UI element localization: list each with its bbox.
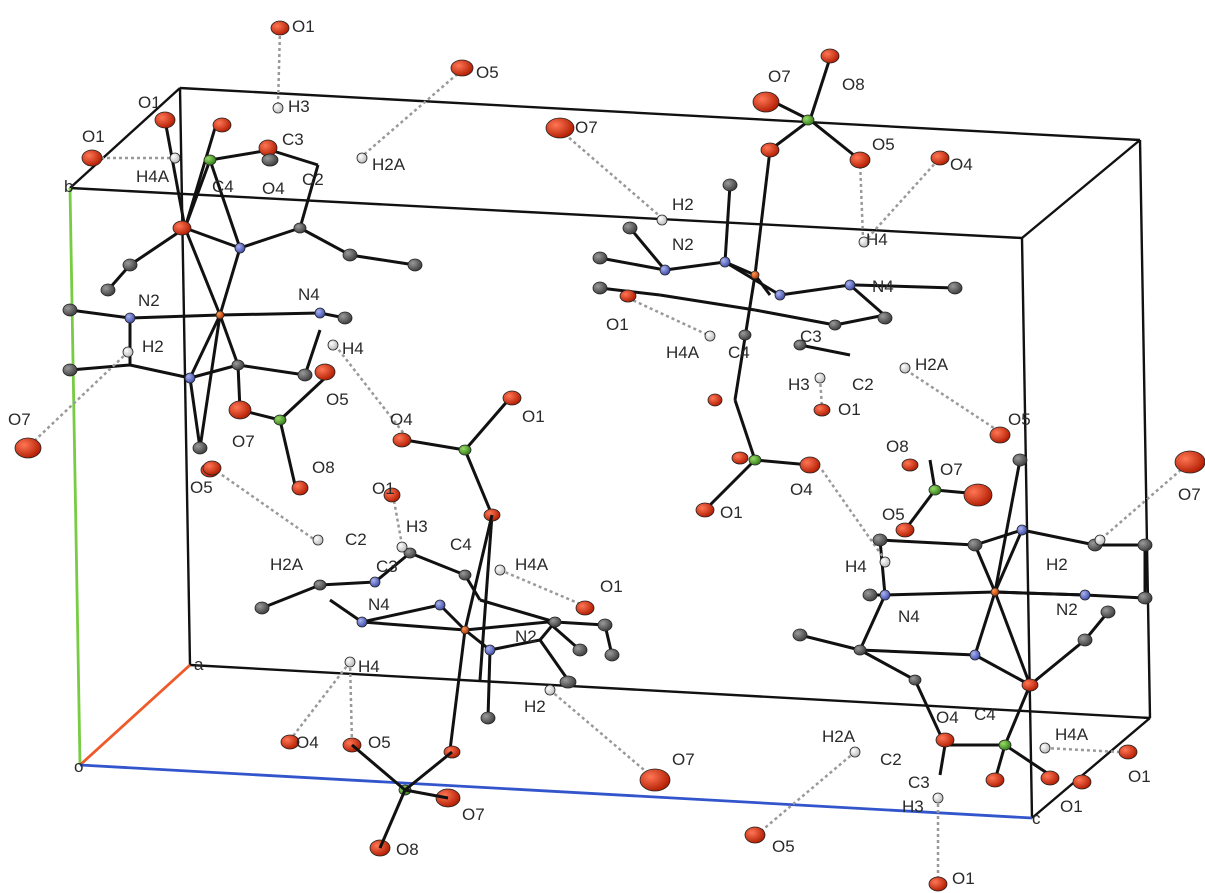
atom-label: O7 <box>940 460 963 479</box>
atom-label: C4 <box>728 343 750 362</box>
atom-label: N4 <box>298 285 320 304</box>
perchlorate-center <box>392 390 522 681</box>
atom-label: H4 <box>358 657 380 676</box>
atom-label: H2 <box>524 697 546 716</box>
atom-label: O5 <box>476 63 499 82</box>
atom-label: O7 <box>462 805 485 824</box>
axis-label-c: c <box>1032 809 1041 828</box>
atom-label: O5 <box>882 505 905 524</box>
atom-label: O7 <box>1178 485 1201 504</box>
atom-label: C3 <box>376 557 398 576</box>
atom-label: O7 <box>672 750 695 769</box>
axis-label-origin: o <box>74 757 83 776</box>
atom-label: H4 <box>845 557 867 576</box>
atom-label: C4 <box>450 535 472 554</box>
atom-label: O5 <box>872 135 895 154</box>
atom-label: N4 <box>368 595 390 614</box>
atom-label: C2 <box>302 170 324 189</box>
atom-label: O1 <box>292 17 315 36</box>
atom-label: C4 <box>212 177 234 196</box>
atom-label: O1 <box>1128 767 1151 786</box>
atom-label: H4 <box>866 230 888 249</box>
atom-label: O7 <box>8 410 31 429</box>
atom-label: O7 <box>575 118 598 137</box>
atom-label: H4A <box>515 555 549 574</box>
atom-label: O5 <box>772 837 795 856</box>
atom-label: H2 <box>142 337 164 356</box>
atom-label: O1 <box>600 577 623 596</box>
atom-label: C3 <box>908 773 930 792</box>
atom-label: N2 <box>138 291 160 310</box>
atom-label: H4 <box>342 339 364 358</box>
unit-cell-axes <box>68 187 1033 820</box>
atom-label: O4 <box>936 708 959 727</box>
atom-label: O5 <box>1008 410 1031 429</box>
atom-label: H4A <box>666 343 700 362</box>
atom-label: O1 <box>720 503 743 522</box>
atom-label: O7 <box>768 67 791 86</box>
atom-label: C3 <box>800 327 822 346</box>
atom-label: O8 <box>396 840 419 859</box>
atom-label: H3 <box>788 375 810 394</box>
atom-label: C2 <box>345 530 367 549</box>
atom-label: C2 <box>852 375 874 394</box>
atom-label: O1 <box>372 479 395 498</box>
atom-label: O1 <box>522 407 545 426</box>
complex-molecule-upper-left: O1 O5 O1 O1 H3 C3 H4A C4 O4 C2 H2A N2 N4… <box>8 17 545 497</box>
atom-label: C2 <box>880 750 902 769</box>
atom-label: O1 <box>838 400 861 419</box>
atom-label: O4 <box>950 155 973 174</box>
atom-label: O4 <box>262 179 285 198</box>
atom-label: O4 <box>390 410 413 429</box>
atom-label: H3 <box>288 97 310 116</box>
atom-label: C3 <box>282 130 304 149</box>
atom-label: O8 <box>312 458 335 477</box>
atom-label: C4 <box>974 705 996 724</box>
atom-label: H2 <box>672 195 694 214</box>
complex-molecule-lower-center: O1 H3 C2 C3 C4 H4A O1 H2A N4 H4 N2 H2 O4… <box>202 460 695 859</box>
complex-molecule-lower-right: O7 O5 H4 H2 N4 N2 H2A C2 O4 C4 H4A C3 H3… <box>744 450 1205 892</box>
atom-label: N4 <box>898 607 920 626</box>
atom-label: N2 <box>515 627 537 646</box>
atom-label: N4 <box>872 277 894 296</box>
atom-label: O7 <box>232 432 255 451</box>
atom-label: O8 <box>886 437 909 456</box>
atom-label: O8 <box>842 75 865 94</box>
atom-label: O4 <box>296 733 319 752</box>
atom-label: O1 <box>952 869 975 888</box>
atom-label: O1 <box>1060 797 1083 816</box>
atom-label: O5 <box>326 390 349 409</box>
atom-label: O4 <box>790 480 813 499</box>
complex-molecule-upper-right: O7 O8 O7 O5 O4 H2 N2 H4 N4 O1 H4A C4 C3 … <box>545 48 1031 522</box>
atom-label: H4A <box>1055 725 1089 744</box>
atom-label: O5 <box>190 478 213 497</box>
atom-label: O1 <box>606 315 629 334</box>
atom-label: H2A <box>270 555 304 574</box>
atom-label: H2A <box>822 727 856 746</box>
atom-label: N2 <box>1056 600 1078 619</box>
atom-label: H4A <box>136 167 170 186</box>
axis-label-a: a <box>194 655 204 674</box>
atom-label: N2 <box>672 235 694 254</box>
atom-label: O5 <box>368 733 391 752</box>
atom-label: H2 <box>1046 555 1068 574</box>
atom-label: H2A <box>372 155 406 174</box>
atom-label: H3 <box>406 517 428 536</box>
atom-label: O1 <box>82 127 105 146</box>
axis-label-b: b <box>64 177 73 196</box>
atom-label: O1 <box>138 93 161 112</box>
atom-label: H3 <box>902 797 924 816</box>
atom-label: H2A <box>915 355 949 374</box>
